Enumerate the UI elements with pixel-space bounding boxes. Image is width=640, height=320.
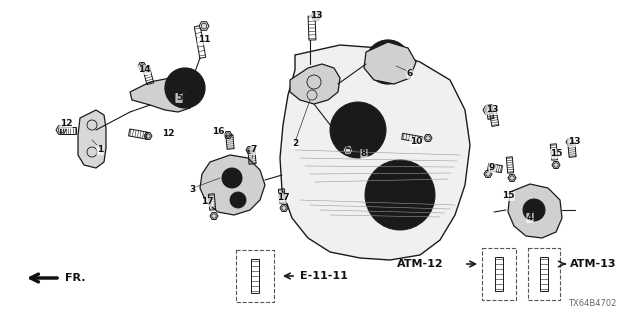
Polygon shape [552,162,560,168]
Polygon shape [290,64,340,104]
Text: 10: 10 [410,138,422,147]
Polygon shape [483,106,493,114]
Polygon shape [484,171,492,178]
Circle shape [529,205,539,215]
Text: 16: 16 [212,127,224,137]
Text: 8: 8 [361,149,367,158]
Bar [482,248,516,300]
Circle shape [379,53,397,71]
Text: ATM-12: ATM-12 [397,259,444,269]
Circle shape [523,199,545,221]
Text: 12: 12 [162,130,174,139]
Text: TX64B4702: TX64B4702 [568,300,616,308]
Polygon shape [364,42,416,84]
Polygon shape [280,45,470,260]
Circle shape [177,80,193,96]
Polygon shape [56,126,66,134]
Polygon shape [199,22,209,30]
Polygon shape [138,62,146,69]
Circle shape [222,168,242,188]
Circle shape [227,173,237,183]
Circle shape [230,192,246,208]
Text: 17: 17 [201,197,213,206]
Polygon shape [508,174,516,181]
Text: 15: 15 [502,191,515,201]
Text: 5: 5 [176,93,182,102]
Text: 4: 4 [527,213,533,222]
Text: 9: 9 [489,164,495,172]
Text: 13: 13 [486,106,499,115]
Text: 14: 14 [138,66,150,75]
Text: FR.: FR. [65,273,86,283]
Circle shape [165,68,205,108]
Polygon shape [343,146,353,154]
Circle shape [366,40,410,84]
Text: 3: 3 [190,186,196,195]
Polygon shape [224,132,232,139]
Text: 2: 2 [292,140,298,148]
Polygon shape [566,139,574,146]
Polygon shape [130,78,196,112]
Circle shape [330,102,386,158]
Polygon shape [144,132,152,140]
Text: 6: 6 [407,69,413,78]
Polygon shape [78,110,106,168]
Text: 13: 13 [568,138,580,147]
Circle shape [342,114,374,146]
Polygon shape [311,12,321,20]
Circle shape [350,122,366,138]
Text: ATM-13: ATM-13 [570,259,616,269]
Polygon shape [508,184,562,238]
Text: 13: 13 [310,12,323,20]
Polygon shape [280,204,288,212]
Text: 1: 1 [97,146,103,155]
Text: 11: 11 [198,36,211,44]
Polygon shape [210,212,218,220]
Text: 12: 12 [60,119,72,129]
Text: 15: 15 [550,149,563,158]
Polygon shape [424,134,432,141]
Circle shape [380,175,420,215]
Polygon shape [246,147,254,154]
Polygon shape [200,155,265,215]
Text: 7: 7 [251,146,257,155]
Circle shape [365,160,435,230]
Bar [236,250,274,302]
Text: E-11-11: E-11-11 [300,271,348,281]
Text: 17: 17 [276,194,289,203]
Bar [528,248,560,300]
